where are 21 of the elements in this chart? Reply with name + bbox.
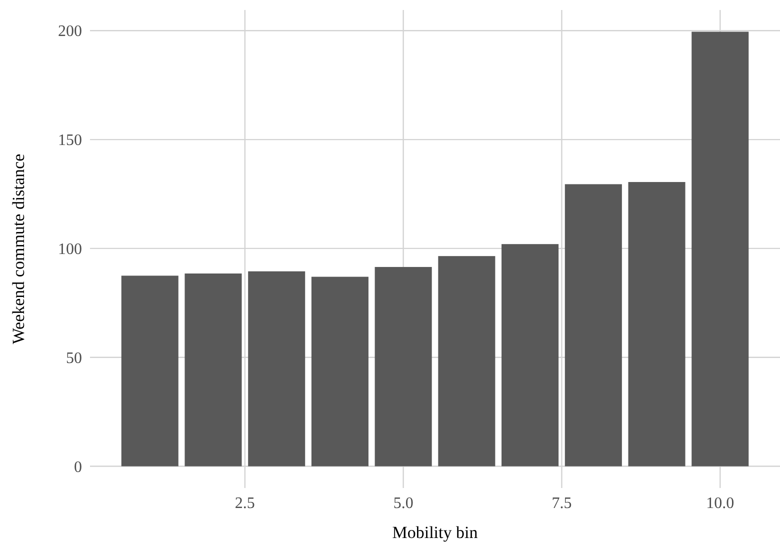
bar	[374, 266, 432, 466]
y-tick-label: 50	[66, 350, 82, 367]
x-tick-label: 7.5	[552, 495, 572, 512]
y-tick-label: 200	[58, 23, 82, 40]
y-tick-label: 100	[58, 241, 82, 258]
x-tick-label: 10.0	[706, 495, 734, 512]
bar	[564, 184, 622, 466]
bar	[248, 271, 306, 466]
y-tick-label: 0	[74, 458, 82, 476]
bar	[692, 32, 749, 466]
x-tick-label: 2.5	[234, 495, 255, 512]
y-axis-title: Weekend commute distance	[9, 154, 28, 344]
bar	[438, 256, 496, 466]
bar	[628, 182, 686, 466]
bar	[121, 276, 178, 466]
bar	[311, 276, 368, 466]
x-tick-label: 5.0	[393, 495, 414, 512]
bar	[502, 244, 559, 466]
y-tick-label: 150	[58, 132, 82, 150]
bar	[184, 274, 242, 466]
x-axis-title: Mobility bin	[392, 523, 478, 542]
